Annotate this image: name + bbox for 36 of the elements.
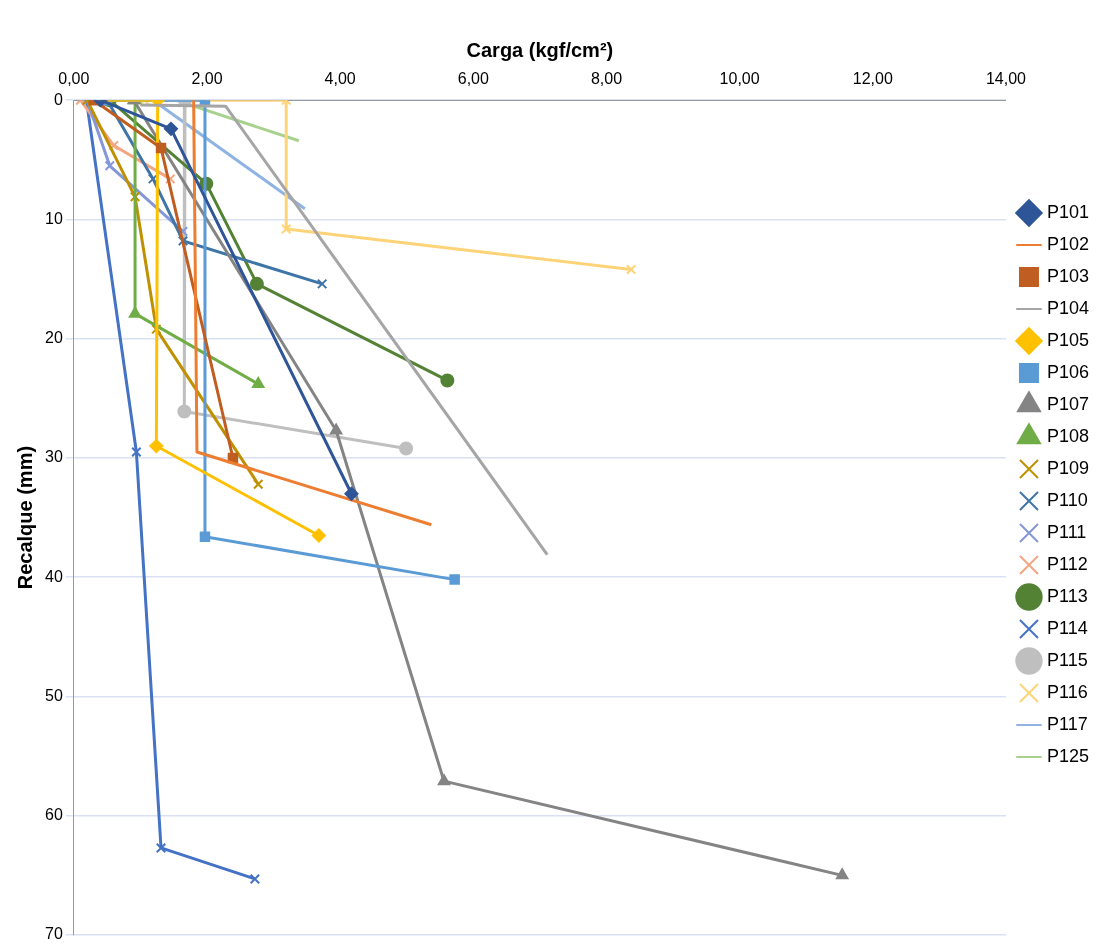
legend-label: P108 [1046, 425, 1090, 446]
x-tick-label: 0,00 [58, 70, 90, 88]
y-tick-label: 70 [45, 925, 63, 943]
legend-label: P104 [1046, 297, 1090, 318]
legend-label: P101 [1046, 201, 1090, 222]
x-tick-label: 8,00 [590, 70, 623, 88]
x-tick-label: 10,00 [719, 70, 760, 88]
x-tick-label: 2,00 [191, 70, 223, 88]
x-tick-label: 14,00 [985, 70, 1027, 88]
y-tick-label: 10 [45, 209, 63, 227]
legend-label: P110 [1046, 489, 1088, 510]
y-tick-label: 40 [45, 567, 63, 585]
legend-label: P113 [1046, 585, 1088, 606]
legend-label: P115 [1046, 649, 1088, 670]
legend-label: P114 [1046, 617, 1088, 638]
legend-label: P111 [1046, 521, 1087, 542]
y-axis-title: Recalque (mm) [13, 445, 36, 590]
y-tick-label: 30 [45, 448, 63, 466]
legend-label: P116 [1046, 681, 1088, 702]
legend-label: P125 [1046, 745, 1090, 766]
legend-label: P102 [1046, 233, 1090, 254]
y-tick-label: 60 [45, 806, 63, 824]
x-axis-title: Carga (kgf/cm²) [466, 38, 614, 61]
legend-label: P107 [1046, 393, 1090, 414]
x-tick-label: 6,00 [457, 70, 489, 88]
legend-label: P112 [1046, 553, 1088, 574]
legend-label: P109 [1046, 457, 1090, 478]
y-tick-label: 20 [45, 329, 63, 347]
x-tick-label: 4,00 [324, 70, 356, 88]
legend-label: P103 [1046, 265, 1090, 286]
legend-label: P117 [1046, 713, 1088, 734]
legend-label: P106 [1046, 361, 1090, 382]
y-tick-label: 50 [45, 686, 63, 704]
x-tick-label: 12,00 [852, 70, 893, 88]
y-tick-label: 0 [53, 90, 63, 108]
legend-label: P105 [1046, 329, 1090, 350]
